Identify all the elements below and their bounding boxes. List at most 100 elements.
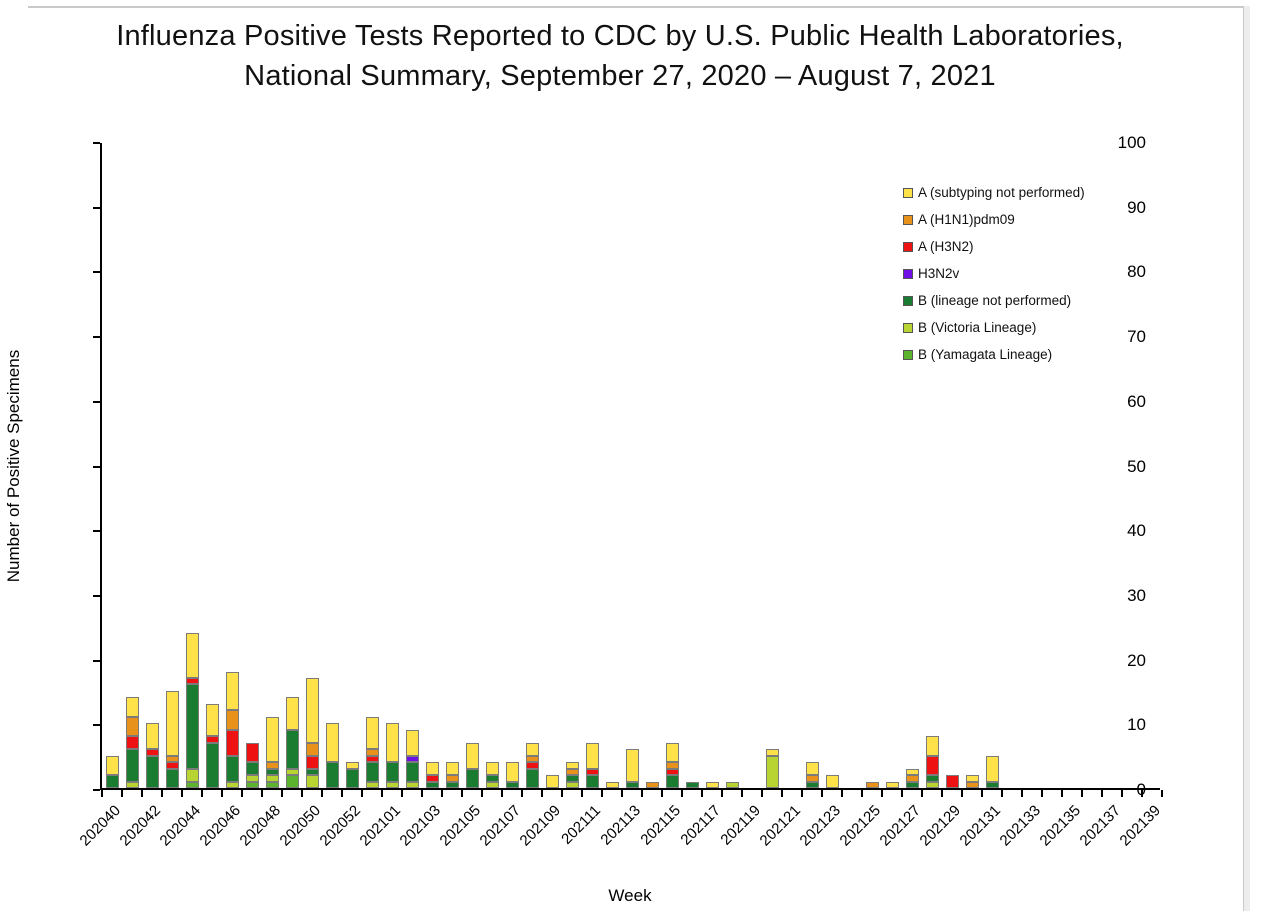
- bar-segment: [385, 781, 399, 788]
- bar-segment: [285, 729, 299, 769]
- window-top-edge: [28, 6, 1244, 8]
- bar-segment: [985, 755, 999, 782]
- x-axis-tick: [1081, 790, 1083, 797]
- bar-segment: [365, 781, 379, 788]
- bar-segment: [465, 768, 479, 788]
- week-column-202105: [465, 141, 479, 788]
- week-column-202113: [625, 141, 639, 788]
- legend-item: B (Yamagata Lineage): [903, 341, 1085, 368]
- x-axis-tick: [721, 790, 723, 797]
- week-column-202049: [285, 141, 299, 788]
- bar-segment: [205, 736, 219, 743]
- y-axis-tick-label: 0: [1086, 780, 1146, 800]
- bar-segment: [245, 742, 259, 763]
- bar-segment: [505, 781, 519, 788]
- legend-swatch-icon: [903, 322, 913, 333]
- x-axis-tick: [421, 790, 423, 797]
- bar-segment: [365, 716, 379, 750]
- bar-segment: [725, 781, 739, 788]
- x-axis-tick: [581, 790, 583, 797]
- x-axis-tick: [941, 790, 943, 797]
- bar-segment: [205, 703, 219, 737]
- x-axis-title: Week: [608, 886, 652, 905]
- bar-segment: [585, 742, 599, 769]
- bar-segment: [405, 729, 419, 756]
- week-column-202107: [505, 141, 519, 788]
- bar-segment: [265, 775, 279, 782]
- bar-segment: [425, 781, 439, 788]
- x-axis-tick: [601, 790, 603, 797]
- week-column-202125: [865, 141, 879, 788]
- week-column-202126: [885, 141, 899, 788]
- bar-segment: [405, 762, 419, 782]
- legend-swatch-icon: [903, 214, 913, 225]
- bar-segment: [625, 749, 639, 782]
- week-column-202041: [125, 141, 139, 788]
- week-column-202051: [325, 141, 339, 788]
- bar-segment: [125, 781, 139, 788]
- bar-segment: [185, 781, 199, 788]
- x-axis-tick: [441, 790, 443, 797]
- bar-segment: [685, 781, 699, 788]
- bar-segment: [185, 678, 199, 685]
- bar-segment: [485, 762, 499, 776]
- x-axis-tick: [501, 790, 503, 797]
- week-column-202046: [225, 141, 239, 788]
- legend: A (subtyping not performed) A (H1N1)pdm09…: [903, 179, 1085, 368]
- week-column-202120: [765, 141, 779, 788]
- bar-segment: [465, 742, 479, 769]
- week-column-202045: [205, 141, 219, 788]
- bar-segment: [565, 781, 579, 788]
- bar-segment: [945, 775, 959, 788]
- bar-segment: [245, 775, 259, 782]
- bar-segment: [565, 775, 579, 782]
- bar-segment: [665, 742, 679, 763]
- bar-segment: [965, 781, 979, 788]
- bar-segment: [225, 710, 239, 730]
- y-axis-tick: [93, 206, 100, 209]
- legend-item: B (lineage not performed): [903, 287, 1085, 314]
- x-axis-tick: [881, 790, 883, 797]
- week-column-202110: [565, 141, 579, 788]
- x-axis-tick: [461, 790, 463, 797]
- bar-segment: [365, 749, 379, 756]
- bar-segment: [245, 762, 259, 776]
- week-column-202136: [1086, 141, 1099, 788]
- week-column-202048: [265, 141, 279, 788]
- bar-segment: [485, 775, 499, 782]
- bar-segment: [225, 671, 239, 711]
- bar-segment: [285, 697, 299, 730]
- x-axis-tick: [141, 790, 143, 797]
- y-axis-tick-label: 30: [1127, 585, 1146, 605]
- legend-swatch-icon: [903, 241, 913, 252]
- week-column-202104: [445, 141, 459, 788]
- x-axis-tick: [1101, 790, 1103, 797]
- legend-label: A (H1N1)pdm09: [918, 212, 1015, 227]
- x-axis-tick: [321, 790, 323, 797]
- bar-segment: [285, 775, 299, 788]
- y-axis-tick-label: 50: [1127, 456, 1146, 476]
- bar-segment: [885, 781, 899, 788]
- x-axis-tick: [1001, 790, 1003, 797]
- bar-segment: [825, 775, 839, 788]
- x-axis-tick: [661, 790, 663, 797]
- week-column-202053: [365, 141, 379, 788]
- y-axis-tick: [93, 465, 100, 468]
- bar-segment: [325, 762, 339, 788]
- bar-segment: [665, 775, 679, 788]
- bar-segment: [265, 781, 279, 788]
- bar-segment: [565, 768, 579, 776]
- y-axis-tick: [93, 659, 100, 662]
- week-column-202118: [725, 141, 739, 788]
- week-column-202131: [985, 141, 999, 788]
- y-axis-tick: [93, 530, 100, 533]
- y-axis-tick: [93, 271, 100, 274]
- legend-swatch-icon: [903, 349, 913, 360]
- x-axis-tick: [1161, 790, 1163, 797]
- bar-segment: [605, 781, 619, 788]
- bar-segment: [125, 749, 139, 782]
- week-column-202121: [786, 141, 799, 788]
- week-column-202127: [905, 141, 919, 788]
- bar-segment: [345, 768, 359, 788]
- bar-segment: [185, 684, 199, 769]
